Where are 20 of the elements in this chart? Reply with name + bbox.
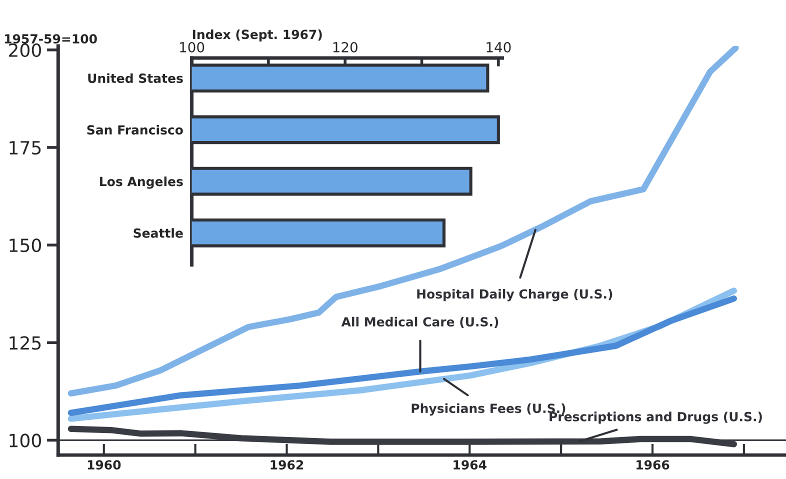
y-tick-label: 175: [10, 141, 41, 155]
x-tick-label: 120: [333, 42, 358, 52]
x-tick-label: 100: [180, 42, 204, 52]
y-tick-label: Los Angeles: [100, 176, 183, 189]
y-tick-label: Seattle: [134, 228, 183, 238]
y-tick-label: 150: [10, 238, 41, 252]
y-tick-label: 100: [10, 434, 41, 448]
x-tick-label: 1966: [636, 460, 670, 470]
x-tick-label: 1960: [88, 460, 121, 470]
y-axis-title: 1957-59=100: [4, 34, 97, 44]
annotation: Hospital Daily Charge (U.S.): [417, 289, 612, 302]
x-tick-label: 1964: [454, 460, 486, 470]
x-tick-label: 1962: [270, 460, 304, 470]
y-tick-label: San Francisco: [87, 124, 183, 135]
y-tick-label: 125: [10, 336, 41, 350]
y-tick-label: 200: [9, 43, 41, 58]
annotation: All Medical Care (U.S.): [341, 316, 498, 328]
x-axis-title: Index (Sept. 1967): [192, 29, 322, 42]
x-tick-label: 140: [486, 42, 511, 52]
y-tick-label: United States: [88, 73, 183, 84]
